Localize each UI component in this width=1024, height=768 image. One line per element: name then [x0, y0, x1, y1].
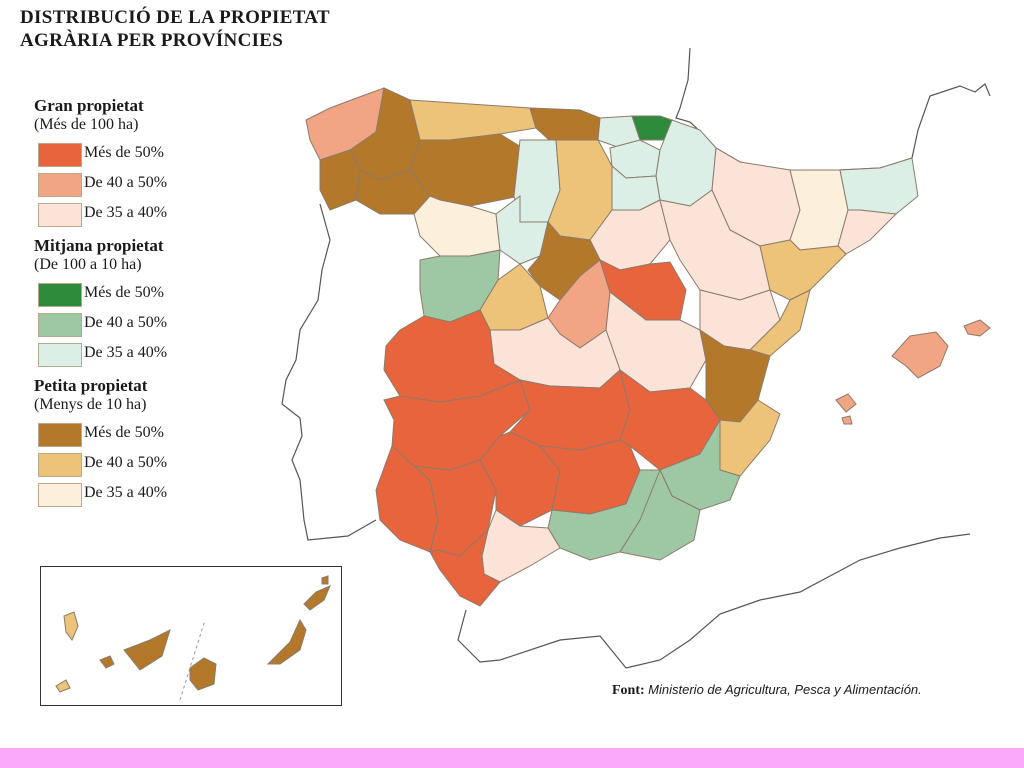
island-fuerteventura: [266, 618, 307, 665]
legend-swatch: [38, 423, 82, 447]
legend-item: De 35 a 40%: [20, 480, 220, 510]
portugal-coast: [281, 203, 377, 541]
legend-group-petita: Petita propietat (Menys de 10 ha) Més de…: [20, 376, 220, 510]
legend-heading: Petita propietat: [34, 376, 148, 395]
legend-swatch: [38, 283, 82, 307]
legend-label: De 40 a 50%: [84, 314, 168, 331]
legend-swatch: [38, 453, 82, 477]
legend-swatch: [38, 143, 82, 167]
legend-label: Més de 50%: [84, 144, 164, 161]
legend-label: Més de 50%: [84, 284, 164, 301]
province-asturias: [409, 99, 537, 141]
island-menorca: [963, 319, 991, 337]
legend-label: De 40 a 50%: [84, 454, 168, 471]
island-ibiza: [835, 393, 857, 413]
legend-heading: Gran propietat: [34, 96, 144, 115]
island-lanzarote: [303, 585, 331, 611]
map-title-line-1: DISTRIBUCIÓ DE LA PROPIETAT: [20, 7, 330, 28]
source-note: Font: Ministerio de Agricultura, Pesca y…: [612, 682, 922, 699]
legend-item: De 40 a 50%: [20, 450, 220, 480]
source-value: Ministerio de Agricultura, Pesca y Alime…: [648, 682, 922, 697]
legend-swatch: [38, 343, 82, 367]
legend: Gran propietat (Més de 100 ha) Més de 50…: [20, 96, 220, 516]
canary-inset-frame: [40, 566, 342, 706]
province-leon: [409, 133, 527, 207]
bottom-bar: [0, 748, 1024, 768]
legend-subheading: (Menys de 10 ha): [34, 396, 147, 413]
legend-group-mitjana: Mitjana propietat (De 100 a 10 ha) Més d…: [20, 236, 220, 370]
island-gran-canaria: [189, 657, 217, 691]
legend-label: Més de 50%: [84, 424, 164, 441]
legend-item: De 35 a 40%: [20, 340, 220, 370]
legend-swatch: [38, 203, 82, 227]
island-mallorca: [891, 331, 949, 379]
legend-label: De 35 a 40%: [84, 484, 168, 501]
provinces: [305, 87, 919, 607]
legend-item: Més de 50%: [20, 280, 220, 310]
legend-label: De 35 a 40%: [84, 204, 168, 221]
legend-label: De 40 a 50%: [84, 174, 168, 191]
legend-subheading: (De 100 a 10 ha): [34, 256, 142, 273]
legend-swatch: [38, 313, 82, 337]
map-title: DISTRIBUCIÓ DE LA PROPIETAT AGRÀRIA PER …: [20, 6, 330, 52]
island-graciosa: [321, 575, 329, 585]
legend-item: De 40 a 50%: [20, 170, 220, 200]
island-formentera: [841, 415, 853, 425]
island-la-gomera: [99, 655, 115, 669]
legend-swatch: [38, 483, 82, 507]
province-pontevedra: [319, 149, 361, 211]
province-zamora: [413, 195, 501, 257]
island-tenerife: [123, 629, 171, 671]
legend-item: De 35 a 40%: [20, 200, 220, 230]
canary-islands: [55, 575, 331, 693]
legend-item: De 40 a 50%: [20, 310, 220, 340]
legend-swatch: [38, 173, 82, 197]
legend-heading: Mitjana propietat: [34, 236, 164, 255]
legend-group-gran: Gran propietat (Més de 100 ha) Més de 50…: [20, 96, 220, 230]
legend-subheading: (Més de 100 ha): [34, 116, 139, 133]
inset-divider-line: [179, 619, 206, 701]
island-el-hierro: [55, 679, 71, 693]
province-girona: [839, 157, 919, 215]
africa-coast: [457, 533, 971, 669]
province-barcelona: [837, 209, 898, 255]
source-label: Font:: [612, 683, 645, 698]
legend-item: Més de 50%: [20, 140, 220, 170]
balearic-islands: [835, 319, 991, 425]
legend-label: De 35 a 40%: [84, 344, 168, 361]
province-cadiz: [429, 528, 501, 607]
legend-item: Més de 50%: [20, 420, 220, 450]
province-almeria: [619, 468, 701, 561]
map-title-line-2: AGRÀRIA PER PROVÍNCIES: [20, 30, 284, 51]
island-la-palma: [63, 611, 79, 641]
